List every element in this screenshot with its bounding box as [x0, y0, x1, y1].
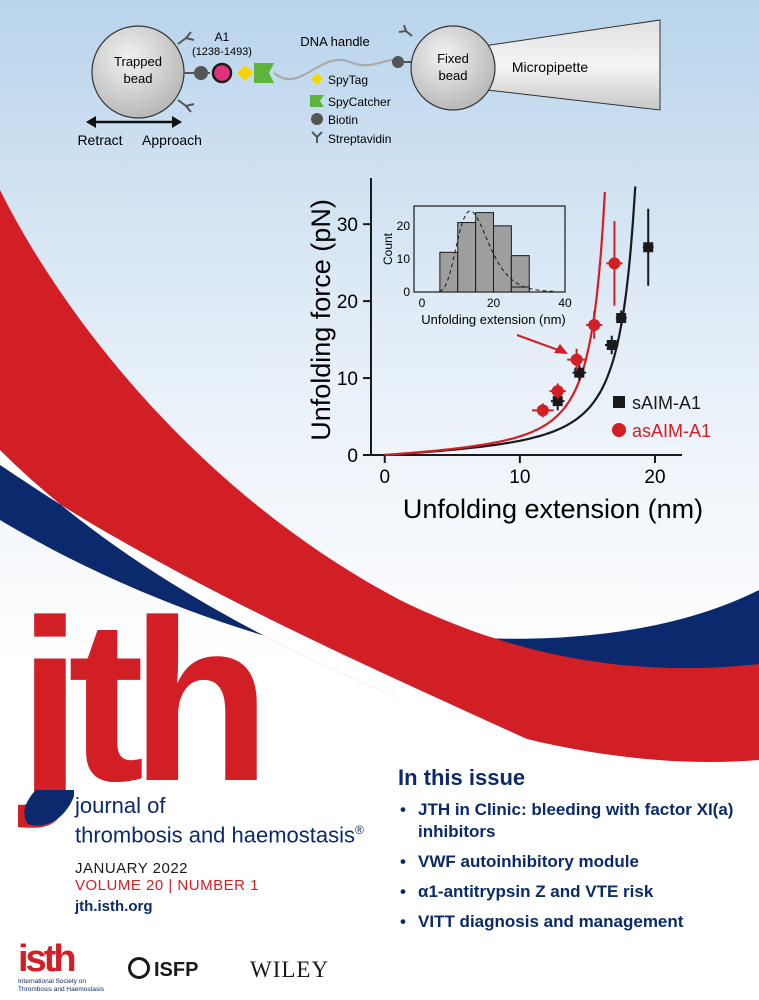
approach-label: Approach — [142, 132, 202, 148]
fixed-bead — [410, 25, 496, 111]
annotation-arrowhead — [554, 344, 568, 354]
retract-label: Retract — [77, 132, 122, 148]
data-point-asAIM-A1 — [608, 257, 621, 270]
asAIM-A1-fit-curve — [384, 191, 606, 457]
journal-url[interactable]: jth.isth.org — [75, 898, 153, 915]
toc-item[interactable]: • JTH in Clinic: bleeding with factor XI(… — [400, 800, 734, 841]
isth-logo-text: isth — [18, 938, 74, 980]
streptavidin-icon — [398, 24, 413, 37]
issue-volume: VOLUME 20 | NUMBER 1 — [75, 877, 259, 894]
legend-marker-asAIM-A1 — [612, 423, 626, 437]
jth-logo: jth — [18, 600, 271, 829]
wiley-logo: WILEY — [250, 957, 330, 982]
toc-item[interactable]: • α1-antitrypsin Z and VTE risk — [400, 882, 654, 901]
data-point-asAIM-A1 — [570, 353, 583, 366]
y-tick-label: 30 — [337, 215, 358, 236]
x-tick-label: 0 — [379, 467, 390, 488]
legend-biotin: Biotin — [328, 113, 358, 127]
inset-x-axis-label: Unfolding extension (nm) — [421, 312, 566, 327]
journal-name-line1: journal of — [75, 793, 166, 818]
histogram-bar — [457, 222, 477, 293]
a1-domain-icon — [211, 62, 233, 84]
legend-label-asAIM-A1: asAIM-A1 — [632, 421, 711, 441]
biotin-icon — [194, 66, 208, 80]
toc-item[interactable]: • VWF autoinhibitory module — [400, 852, 639, 871]
isfp-logo: ISFP — [128, 957, 198, 982]
optical-trap-diagram: Trapped bead A1 (1238-1493) DNA handle M… — [77, 19, 661, 148]
inset-x-tick-label: 40 — [558, 296, 572, 310]
journal-name-line2: thrombosis and haemostasis® — [75, 818, 364, 847]
dna-handle-label: DNA handle — [300, 34, 369, 49]
data-point-sAIM-A1 — [552, 396, 563, 407]
data-point-sAIM-A1 — [574, 367, 585, 378]
diagram-legend: SpyTag SpyCatcher Biotin Streptavidin — [310, 73, 391, 146]
legend-label-sAIM-A1: sAIM-A1 — [632, 393, 701, 413]
isfp-logo-icon — [128, 957, 150, 979]
isth-subtitle-1: International Society on — [18, 978, 86, 985]
inset-y-tick-label: 20 — [397, 219, 411, 233]
fixed-bead-label-1: Fixed — [437, 51, 469, 66]
data-point-asAIM-A1 — [588, 318, 601, 331]
red-swoosh — [0, 190, 759, 763]
toc-item[interactable]: • VITT diagnosis and management — [400, 912, 684, 931]
issue-date: JANUARY 2022 — [75, 860, 189, 877]
isfp-logo-text: ISFP — [154, 959, 199, 981]
y-tick-label: 10 — [337, 369, 358, 390]
jth-logo-swash — [24, 790, 74, 826]
y-tick-label: 20 — [337, 292, 358, 313]
toc-list: • JTH in Clinic: bleeding with factor XI(… — [398, 799, 743, 933]
inset-y-axis-label: Count — [381, 232, 395, 265]
legend-streptavidin: Streptavidin — [328, 132, 391, 146]
a1-label: A1 — [215, 30, 230, 44]
spytag-icon — [237, 65, 253, 81]
legend-spytag: SpyTag — [328, 73, 368, 87]
x-tick-label: 20 — [644, 467, 665, 488]
annotation-arrow — [516, 334, 559, 351]
isth-logo: isth International Society on Thrombosis… — [18, 938, 105, 993]
micropipette-label: Micropipette — [512, 59, 588, 75]
data-point-sAIM-A1 — [643, 242, 654, 253]
spytag-legend-icon — [311, 73, 323, 85]
histogram-bar — [510, 286, 530, 293]
data-point-sAIM-A1 — [616, 313, 627, 324]
data-point-asAIM-A1 — [536, 404, 549, 417]
in-this-issue-heading: In this issue — [398, 765, 526, 790]
biotin-legend-icon — [311, 113, 323, 125]
biotin-icon — [392, 56, 404, 68]
unfolding-force-chart: 0 10 20 0 10 20 30 Unfolding extension (nm) Unfo… — [306, 178, 711, 524]
data-point-asAIM-A1 — [551, 385, 564, 398]
a1-range: (1238-1493) — [192, 46, 252, 58]
inset-fit-curve — [425, 210, 555, 293]
histogram-bar — [439, 251, 459, 293]
inset-x-tick-label: 0 — [419, 296, 426, 310]
in-this-issue: In this issue • JTH in Clinic: bleeding w… — [398, 765, 743, 941]
trapped-bead-label-1: Trapped — [114, 54, 162, 69]
streptavidin-icon — [177, 31, 195, 113]
inset-y-tick-label: 0 — [403, 285, 410, 299]
x-tick-label: 10 — [509, 467, 530, 488]
spycatcher-icon — [254, 63, 274, 83]
data-point-sAIM-A1 — [606, 339, 617, 350]
legend-marker-sAIM-A1 — [613, 396, 625, 408]
journal-name-line2-text: thrombosis and haemostasis — [75, 822, 356, 848]
legend-spycatcher: SpyCatcher — [328, 95, 391, 109]
histogram-bar — [475, 212, 494, 293]
y-tick-label: 0 — [347, 446, 358, 467]
y-axis-label: Unfolding force (pN) — [306, 199, 336, 441]
inset-y-tick-label: 10 — [397, 252, 411, 266]
dna-handle — [273, 58, 401, 81]
isth-subtitle-2: Thrombosis and Haemostasis — [18, 986, 105, 993]
fixed-bead-label-2: bead — [439, 68, 468, 83]
x-axis-label: Unfolding extension (nm) — [403, 494, 703, 524]
spycatcher-legend-icon — [310, 95, 324, 107]
inset-x-tick-label: 20 — [487, 296, 501, 310]
registered-mark: ® — [355, 823, 364, 837]
streptavidin-legend-icon — [311, 131, 323, 143]
trapped-bead-label-2: bead — [124, 71, 153, 86]
